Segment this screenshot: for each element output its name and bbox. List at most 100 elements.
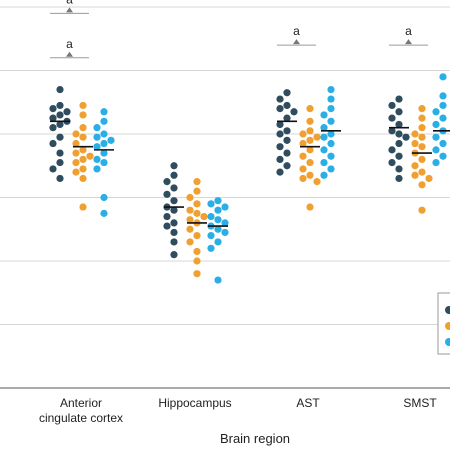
data-point [79, 124, 87, 132]
data-point [313, 133, 321, 141]
significance-label: a [66, 0, 73, 6]
data-point [200, 212, 208, 221]
data-point [100, 209, 108, 217]
data-point [418, 168, 426, 176]
data-point [320, 146, 328, 154]
data-point [63, 108, 71, 116]
data-point [276, 155, 284, 163]
data-point [170, 238, 178, 246]
data-point [49, 124, 57, 132]
data-point [276, 95, 284, 103]
data-point [299, 174, 307, 183]
data-point [100, 117, 108, 125]
data-point [327, 152, 335, 160]
data-point [214, 225, 222, 233]
data-point [411, 130, 419, 138]
data-point [214, 197, 222, 205]
data-point [79, 203, 87, 211]
data-point [439, 92, 447, 100]
x-tick-labels: Anterior cingulate cortex Hippocampus AST SM… [39, 396, 437, 425]
data-point [193, 200, 201, 208]
data-point [283, 101, 291, 110]
data-point [276, 168, 284, 176]
data-point [388, 101, 396, 110]
data-point [306, 171, 314, 179]
data-point [163, 222, 171, 230]
data-point [418, 124, 426, 132]
data-point [49, 139, 57, 148]
data-point [418, 105, 426, 113]
data-point [186, 238, 194, 246]
data-point [100, 149, 108, 157]
data-point [214, 206, 222, 214]
data-point [207, 232, 215, 240]
data-point [170, 184, 178, 192]
data-point [56, 158, 64, 167]
data-point [56, 174, 64, 183]
data-point [100, 193, 108, 202]
data-point [432, 146, 440, 154]
x-tick-label: SMST [403, 396, 437, 410]
data-point [276, 143, 284, 151]
data-point [418, 114, 426, 122]
data-point [276, 105, 284, 113]
data-point [327, 165, 335, 173]
data-point [79, 174, 87, 183]
data-point [306, 146, 314, 154]
significance-bracket: a [50, 0, 89, 14]
legend-swatch [445, 338, 450, 346]
data-point [439, 101, 447, 110]
data-point [93, 124, 101, 132]
data-point [163, 212, 171, 221]
x-axis-title: Brain region [220, 431, 290, 446]
data-point [439, 114, 447, 122]
x-tick-label: Anterior cingulate cortex [39, 396, 123, 425]
data-point [207, 212, 215, 221]
data-point [299, 130, 307, 138]
data-point [327, 95, 335, 103]
data-point [418, 181, 426, 189]
data-point [283, 114, 291, 122]
data-point [193, 257, 201, 265]
data-point [276, 120, 284, 129]
data-point [425, 174, 433, 183]
data-point [395, 152, 403, 160]
data-point [306, 117, 314, 125]
data-point [163, 190, 171, 198]
data-point [395, 120, 403, 129]
data-point [186, 216, 194, 224]
data-point [100, 158, 108, 167]
data-point [79, 155, 87, 163]
data-point [186, 193, 194, 202]
data-point [388, 114, 396, 122]
data-point [163, 178, 171, 186]
data-point [418, 133, 426, 141]
data-point [72, 139, 80, 148]
data-point [388, 158, 396, 167]
data-point [395, 130, 403, 138]
data-point [411, 171, 419, 179]
data-point [418, 206, 426, 214]
data-point [327, 105, 335, 113]
data-point [283, 127, 291, 135]
data-point [100, 139, 108, 148]
data-point [395, 139, 403, 148]
data-point [299, 139, 307, 148]
significance-bracket: a [389, 24, 428, 46]
data-point [306, 127, 314, 135]
data-point [388, 127, 396, 135]
data-point [221, 219, 229, 227]
data-point [72, 168, 80, 176]
data-point [170, 219, 178, 227]
data-point [100, 108, 108, 116]
data-point [79, 101, 87, 110]
data-point [411, 162, 419, 170]
data-point [402, 133, 410, 141]
significance-label: a [66, 37, 73, 51]
data-point [388, 146, 396, 154]
significance-annotations: a a a a [50, 0, 428, 59]
data-point [306, 203, 314, 211]
data-point [418, 143, 426, 151]
data-point [207, 200, 215, 208]
data-point [276, 130, 284, 138]
